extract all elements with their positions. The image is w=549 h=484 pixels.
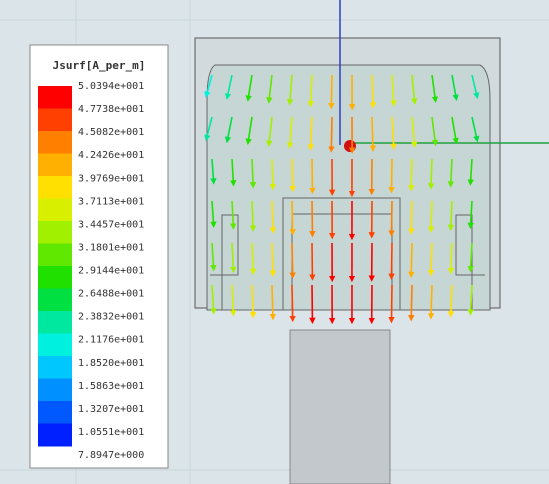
legend-label: 1.8520e+001 [78,358,144,369]
vector-arrow [431,201,432,230]
vector-arrow [391,159,392,190]
field-plot: Jsurf[A_per_m] 5.0394e+001 4.7738e+001 4.5… [0,0,549,484]
legend-label: 2.1176e+001 [78,335,144,346]
legend-color-band [38,356,72,379]
legend-color-band [38,311,72,334]
legend-color-band [38,424,72,447]
vector-arrow [292,159,293,189]
legend-color-band [38,154,72,177]
vector-arrow [411,201,412,232]
legend-title: Jsurf[A_per_m] [53,59,146,72]
legend-color-band [38,289,72,312]
vector-arrow [292,201,293,232]
vector-arrow [331,75,332,106]
vector-arrow [391,243,392,277]
legend-label: 1.0551e+001 [78,427,144,438]
legend-label: 1.3207e+001 [78,404,144,415]
legend-label: 3.4457e+001 [78,219,144,230]
feed-line [290,330,390,484]
legend-label: 5.0394e+001 [78,81,144,92]
vector-arrow [391,201,392,234]
vector-arrow [331,117,332,150]
legend-color-band [38,244,72,267]
vector-arrow [272,285,273,317]
legend-color-band [38,131,72,154]
legend-color-band [38,401,72,424]
vector-arrow [292,243,293,276]
vector-arrow [272,243,273,274]
vector-arrow [411,243,412,275]
legend-label: 4.7738e+001 [78,104,144,115]
patch [207,65,490,310]
vector-arrow [411,285,412,318]
legend-color-band [38,379,72,402]
vector-arrow [431,243,432,273]
legend-color-band [38,334,72,357]
legend-label: 3.7113e+001 [78,196,144,207]
legend-color-band [38,86,72,109]
vector-arrow [292,285,293,319]
legend-label: 1.5863e+001 [78,381,144,392]
legend-label: 4.2426e+001 [78,150,144,161]
legend-color-band [38,176,72,199]
legend-color-band [38,221,72,244]
legend-scale: 5.0394e+001 4.7738e+001 4.5082e+001 4.2426e… [38,81,144,461]
legend-color-band [38,109,72,132]
vector-arrow [272,201,273,230]
vector-arrow [272,159,273,187]
vector-arrow [391,285,392,320]
legend-label: 7.8947e+000 [78,450,144,461]
legend-label: 2.9144e+001 [78,266,144,277]
legend-color-band [38,199,72,222]
vector-arrow [431,285,432,316]
vector-arrow [372,117,373,149]
legend-label: 2.3832e+001 [78,312,144,323]
legend-label: 2.6488e+001 [78,289,144,300]
vector-arrow [372,75,373,105]
origin-marker [344,140,356,152]
vector-arrow [431,159,432,186]
legend-label: 4.5082e+001 [78,127,144,138]
vector-arrow [411,159,412,188]
legend-color-band [38,266,72,289]
legend-label: 3.9769e+001 [78,173,144,184]
legend-label: 3.1801e+001 [78,242,144,253]
